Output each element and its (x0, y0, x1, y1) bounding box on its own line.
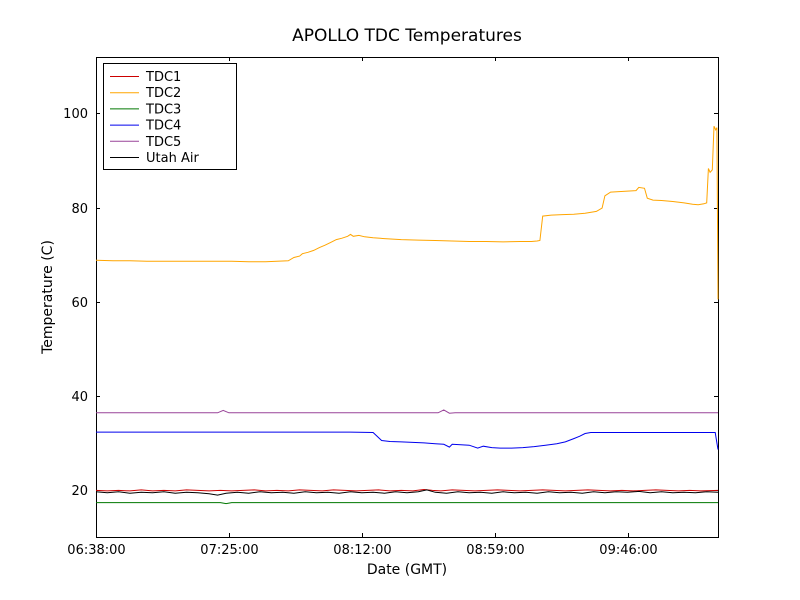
legend-box (103, 63, 237, 170)
plot-frame (96, 57, 719, 538)
legend-label-tdc4: TDC4 (145, 119, 181, 134)
series-line-tdc4 (96, 431, 719, 450)
x-tick-label: 07:25:00 (200, 543, 258, 558)
y-tick-label: 20 (71, 484, 88, 499)
legend-label-tdc5: TDC5 (145, 135, 181, 150)
legend-label-utah-air: Utah Air (146, 151, 199, 166)
legend-label-tdc1: TDC1 (145, 70, 181, 85)
chart-title: APOLLO TDC Temperatures (292, 26, 522, 46)
x-axis-label: Date (GMT) (366, 562, 448, 578)
y-tick-label: 80 (71, 202, 88, 217)
series-line-tdc5 (96, 409, 718, 414)
x-tick-label: 08:59:00 (466, 543, 524, 558)
legend-label-tdc2: TDC2 (145, 86, 181, 101)
series-line-utah-air (95, 489, 719, 496)
x-tick-label: 09:46:00 (599, 543, 657, 558)
series-line-tdc2 (95, 125, 719, 300)
y-tick-label: 100 (63, 107, 88, 122)
x-tick-label: 08:12:00 (333, 543, 391, 558)
y-tick-label: 60 (71, 296, 88, 311)
y-axis-label: Temperature (C) (40, 240, 56, 354)
series-line-tdc1 (95, 488, 719, 492)
x-tick-label: 06:38:00 (67, 543, 125, 558)
series-line-tdc3 (96, 502, 718, 505)
y-tick-label: 40 (71, 390, 88, 405)
legend-label-tdc3: TDC3 (145, 102, 181, 117)
